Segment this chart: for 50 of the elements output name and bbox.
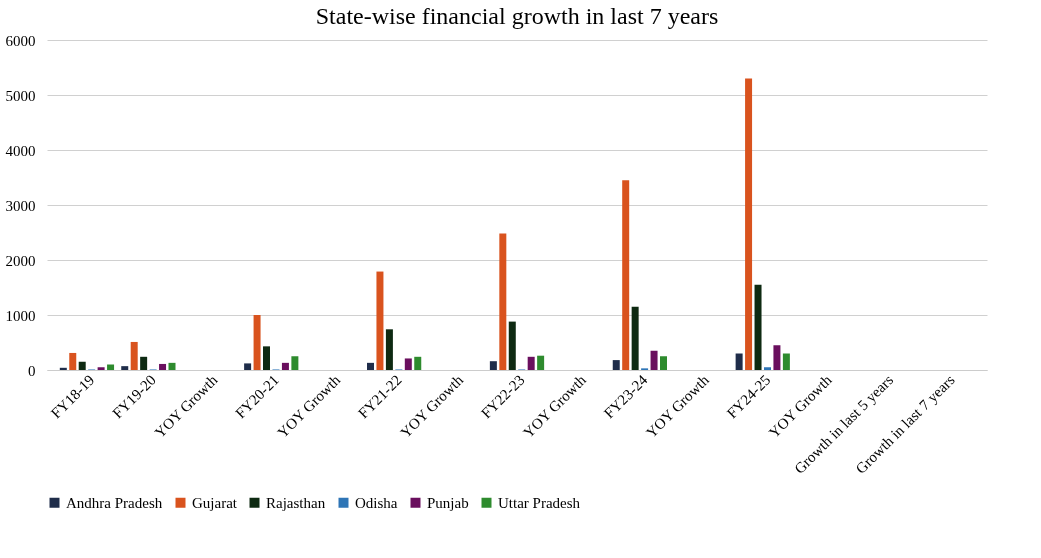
bar [78, 361, 86, 370]
y-tick-label: 4000 [5, 142, 36, 159]
bar [281, 362, 289, 370]
bar [121, 366, 129, 370]
bar [244, 363, 252, 370]
y-tick-label: 6000 [5, 32, 36, 49]
y-tick-label: 3000 [5, 197, 36, 214]
bar [745, 78, 753, 370]
chart-title: State-wise financial growth in last 7 years [315, 3, 719, 29]
legend-label: Uttar Pradesh [498, 494, 581, 511]
bar [508, 321, 516, 370]
y-tick-label: 5000 [5, 87, 36, 104]
bar [782, 353, 790, 370]
bar [763, 367, 771, 370]
legend-label: Andhra Pradesh [66, 494, 163, 511]
y-tick-label: 0 [28, 362, 36, 379]
bar [253, 315, 261, 370]
bar [735, 353, 743, 370]
bar [376, 271, 384, 370]
bar [59, 367, 67, 370]
legend-label: Punjab [427, 494, 469, 511]
bar [107, 364, 115, 370]
bar [537, 355, 545, 370]
bar [366, 362, 374, 370]
bar [130, 341, 138, 370]
y-tick-label: 1000 [5, 307, 36, 324]
bar [140, 356, 148, 370]
bar [404, 358, 412, 370]
legend-label: Rajasthan [266, 494, 326, 511]
bar [97, 367, 105, 370]
bar [631, 306, 639, 370]
bar [385, 329, 393, 370]
y-tick-label: 2000 [5, 252, 36, 269]
bar [159, 363, 167, 370]
bar [69, 352, 77, 370]
bar [650, 350, 658, 370]
bar [414, 356, 422, 370]
bar [527, 356, 535, 370]
bar [291, 356, 299, 370]
bar [168, 362, 176, 370]
legend-label: Gujarat [192, 494, 238, 511]
bar [773, 345, 781, 370]
bar [489, 361, 497, 370]
bar [660, 356, 668, 370]
bar [622, 180, 630, 370]
bar [263, 346, 271, 370]
legend-label: Odisha [355, 494, 398, 511]
bar [612, 360, 620, 370]
bar [499, 233, 507, 370]
bar [754, 284, 762, 370]
